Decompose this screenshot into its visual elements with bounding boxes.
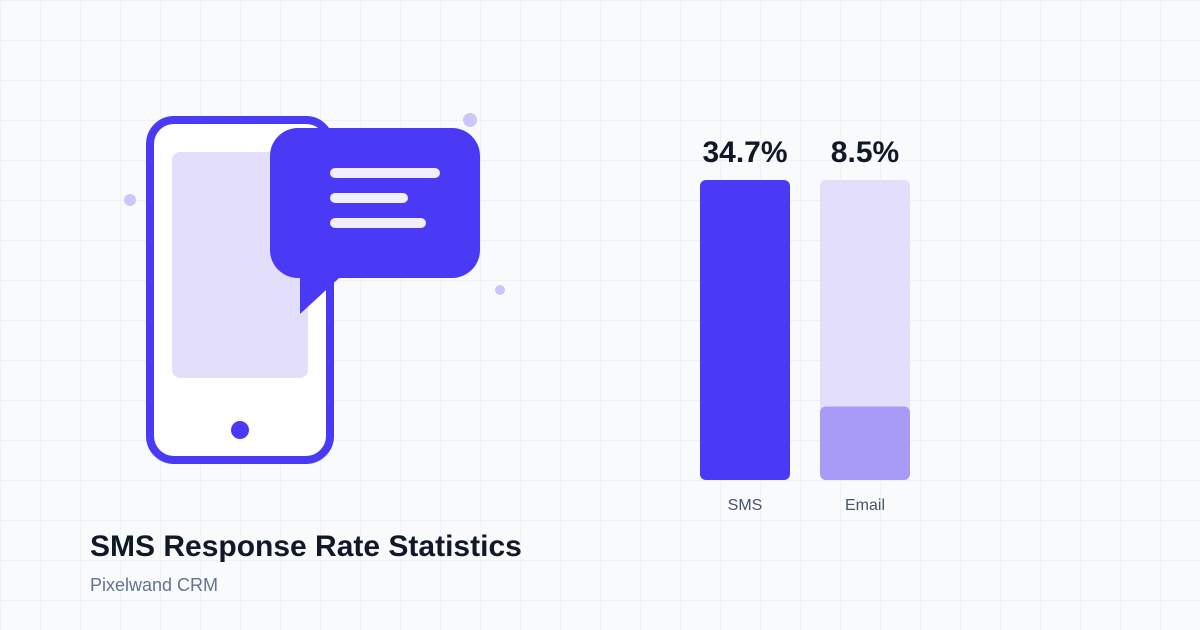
decor-dot bbox=[495, 285, 505, 295]
message-line bbox=[330, 193, 408, 203]
decor-dot bbox=[124, 194, 136, 206]
data-label-email: 8.5% bbox=[831, 136, 899, 169]
chat-bubble-icon bbox=[270, 128, 480, 314]
message-line bbox=[330, 168, 440, 178]
bar-email bbox=[820, 406, 910, 480]
bar-sms bbox=[700, 180, 790, 480]
response-rate-chart: 34.7% SMS 8.5% Email bbox=[700, 136, 910, 514]
category-label-sms: SMS bbox=[728, 497, 763, 514]
decor-dot bbox=[463, 113, 477, 127]
bar-track-email bbox=[820, 180, 910, 480]
page-title: SMS Response Rate Statistics bbox=[90, 530, 522, 563]
page-subtitle: Pixelwand CRM bbox=[90, 575, 219, 595]
phone-home-button bbox=[231, 421, 249, 439]
message-line bbox=[330, 218, 426, 228]
sms-illustration bbox=[124, 113, 505, 464]
category-label-email: Email bbox=[845, 497, 885, 514]
data-label-sms: 34.7% bbox=[702, 136, 787, 169]
